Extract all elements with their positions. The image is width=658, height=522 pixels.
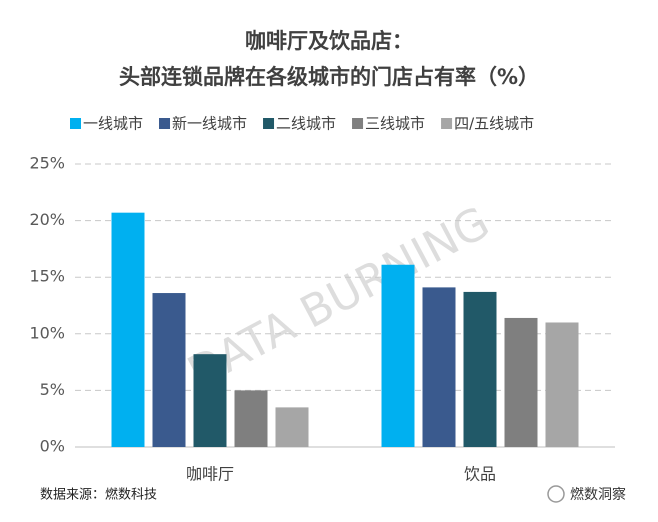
chart-title: 咖啡厅及饮品店： xyxy=(245,29,413,53)
y-tick-label: 10% xyxy=(29,323,65,342)
legend-swatch xyxy=(70,118,81,129)
logo-text: 燃数洞察 xyxy=(570,486,626,503)
logo-icon xyxy=(547,485,565,503)
legend-label: 新一线城市 xyxy=(172,115,247,133)
legend-label: 一线城市 xyxy=(83,115,143,133)
y-tick-label: 5% xyxy=(40,380,65,399)
bar xyxy=(234,390,268,447)
bar xyxy=(504,317,538,447)
y-tick-label: 20% xyxy=(29,210,65,229)
bar xyxy=(545,322,579,447)
bar xyxy=(193,354,227,447)
y-tick-label: 0% xyxy=(40,437,65,456)
legend-swatch xyxy=(159,118,171,129)
legend-swatch xyxy=(263,118,275,129)
legend-label: 二线城市 xyxy=(276,115,336,133)
bar xyxy=(463,291,497,447)
bar xyxy=(111,212,145,447)
x-tick-label: 咖啡厅 xyxy=(186,465,234,484)
legend-swatch xyxy=(352,118,364,129)
source-note: 数据来源：燃数科技 xyxy=(40,487,157,503)
legend-label: 四/五线城市 xyxy=(454,115,534,133)
y-tick-label: 25% xyxy=(29,154,65,173)
legend-label: 三线城市 xyxy=(365,115,425,133)
bar xyxy=(381,264,415,447)
bar xyxy=(152,293,186,447)
legend-swatch xyxy=(441,118,453,129)
bar xyxy=(422,287,456,447)
x-tick-label: 饮品 xyxy=(464,465,496,484)
bar xyxy=(275,407,309,447)
y-tick-label: 15% xyxy=(29,267,65,286)
chart-subtitle: 头部连锁品牌在各级城市的门店占有率（%） xyxy=(119,65,539,89)
